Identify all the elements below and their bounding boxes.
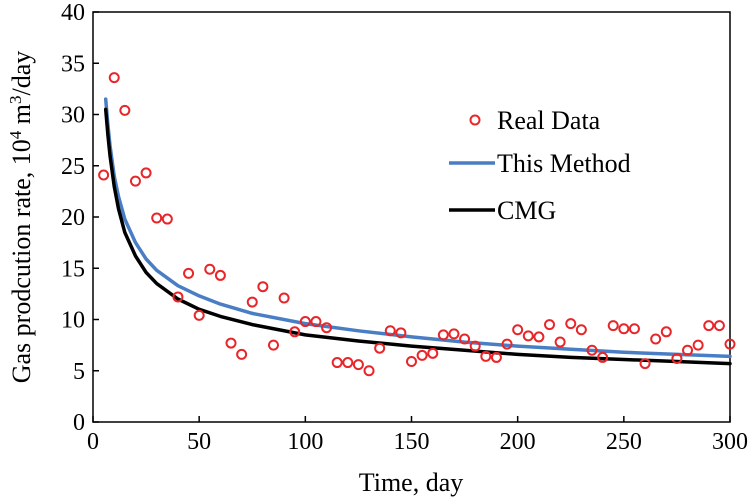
legend: Real Data This Method CMG bbox=[449, 106, 631, 225]
series-line-cmg bbox=[103, 107, 732, 366]
real-data-point bbox=[406, 356, 417, 368]
x-tick-label: 250 bbox=[606, 429, 642, 455]
real-data-point bbox=[437, 329, 449, 341]
real-data-point bbox=[459, 333, 471, 345]
real-data-point bbox=[713, 320, 725, 332]
real-data-point bbox=[161, 213, 173, 225]
real-data-point bbox=[597, 351, 609, 363]
real-data-point bbox=[692, 339, 704, 351]
real-data-point bbox=[660, 326, 672, 338]
y-tick-label: 15 bbox=[61, 256, 85, 282]
real-data-point bbox=[671, 352, 683, 364]
x-tick-label: 300 bbox=[712, 429, 748, 455]
real-data-point bbox=[140, 167, 152, 179]
real-data-point bbox=[501, 338, 513, 350]
real-data-point bbox=[650, 333, 662, 345]
real-data-point bbox=[480, 350, 492, 362]
real-data-point bbox=[533, 331, 545, 343]
y-tick-label: 25 bbox=[61, 154, 85, 180]
real-data-point bbox=[384, 325, 396, 337]
real-data-point bbox=[416, 349, 428, 361]
real-data-point bbox=[331, 357, 343, 369]
real-data-point bbox=[448, 328, 460, 340]
real-data-point bbox=[151, 212, 163, 224]
legend-label-cmg: CMG bbox=[497, 196, 556, 225]
y-axis-ticks: 0 5 10 15 20 25 30 35 40 bbox=[61, 0, 99, 436]
x-tick-label: 150 bbox=[394, 429, 430, 455]
legend-item-this-method: This Method bbox=[449, 149, 631, 178]
y-tick-label: 5 bbox=[73, 359, 85, 385]
real-data-point bbox=[183, 267, 195, 279]
real-data-point bbox=[214, 269, 226, 281]
y-tick-label: 40 bbox=[61, 0, 85, 26]
real-data-point bbox=[618, 323, 630, 335]
real-data-point bbox=[575, 324, 587, 336]
real-data-point bbox=[204, 263, 216, 275]
x-tick-label: 0 bbox=[87, 429, 99, 455]
real-data-point bbox=[172, 291, 184, 303]
real-data-point bbox=[98, 169, 110, 181]
legend-marker-real-data bbox=[469, 114, 481, 126]
real-data-point bbox=[257, 281, 269, 293]
series-line-this-method bbox=[103, 97, 732, 359]
real-data-point bbox=[119, 104, 131, 116]
legend-label-real-data: Real Data bbox=[497, 106, 601, 135]
real-data-point bbox=[342, 357, 354, 369]
y-tick-label: 0 bbox=[73, 410, 85, 436]
y-tick-label: 20 bbox=[61, 205, 85, 231]
real-data-point bbox=[193, 309, 205, 321]
real-data-point bbox=[703, 320, 715, 332]
real-data-point bbox=[522, 330, 534, 342]
x-tick-label: 50 bbox=[187, 429, 211, 455]
legend-label-this-method: This Method bbox=[497, 149, 631, 178]
real-data-point bbox=[289, 326, 301, 338]
real-data-points bbox=[98, 72, 736, 377]
y-axis-title: Gas prodcution rate, 104 m3/day bbox=[6, 51, 36, 384]
real-data-point bbox=[299, 316, 311, 328]
real-data-point bbox=[129, 175, 141, 187]
real-data-point bbox=[586, 344, 598, 356]
real-data-point bbox=[236, 348, 248, 360]
real-data-point bbox=[554, 336, 566, 348]
real-data-point bbox=[607, 320, 619, 332]
y-tick-label: 35 bbox=[61, 51, 85, 77]
legend-item-real-data: Real Data bbox=[469, 106, 601, 135]
x-tick-label: 200 bbox=[500, 429, 536, 455]
real-data-point bbox=[352, 359, 364, 371]
real-data-point bbox=[724, 338, 736, 350]
y-tick-label: 10 bbox=[61, 308, 85, 334]
real-data-point bbox=[512, 324, 524, 336]
x-axis-title: Time, day bbox=[359, 468, 464, 497]
series-lines bbox=[103, 97, 732, 366]
real-data-point bbox=[490, 351, 502, 363]
real-data-point bbox=[544, 319, 556, 331]
real-data-point bbox=[108, 72, 120, 84]
real-data-point bbox=[246, 296, 258, 308]
y-tick-label: 30 bbox=[61, 103, 85, 129]
real-data-point bbox=[469, 340, 481, 352]
real-data-point bbox=[374, 342, 386, 354]
real-data-point bbox=[682, 344, 694, 356]
legend-item-cmg: CMG bbox=[449, 196, 556, 225]
real-data-point bbox=[310, 316, 322, 328]
real-data-point bbox=[628, 323, 640, 335]
real-data-point bbox=[267, 339, 279, 351]
real-data-point bbox=[427, 347, 439, 359]
real-data-point bbox=[395, 327, 407, 339]
x-axis-ticks: 0 50 100 150 200 250 300 bbox=[87, 416, 748, 455]
real-data-point bbox=[321, 322, 333, 334]
real-data-point bbox=[225, 337, 237, 349]
real-data-point bbox=[278, 292, 290, 304]
real-data-point bbox=[565, 318, 577, 330]
x-tick-label: 100 bbox=[287, 429, 323, 455]
real-data-point bbox=[639, 358, 651, 370]
real-data-point bbox=[363, 365, 375, 377]
